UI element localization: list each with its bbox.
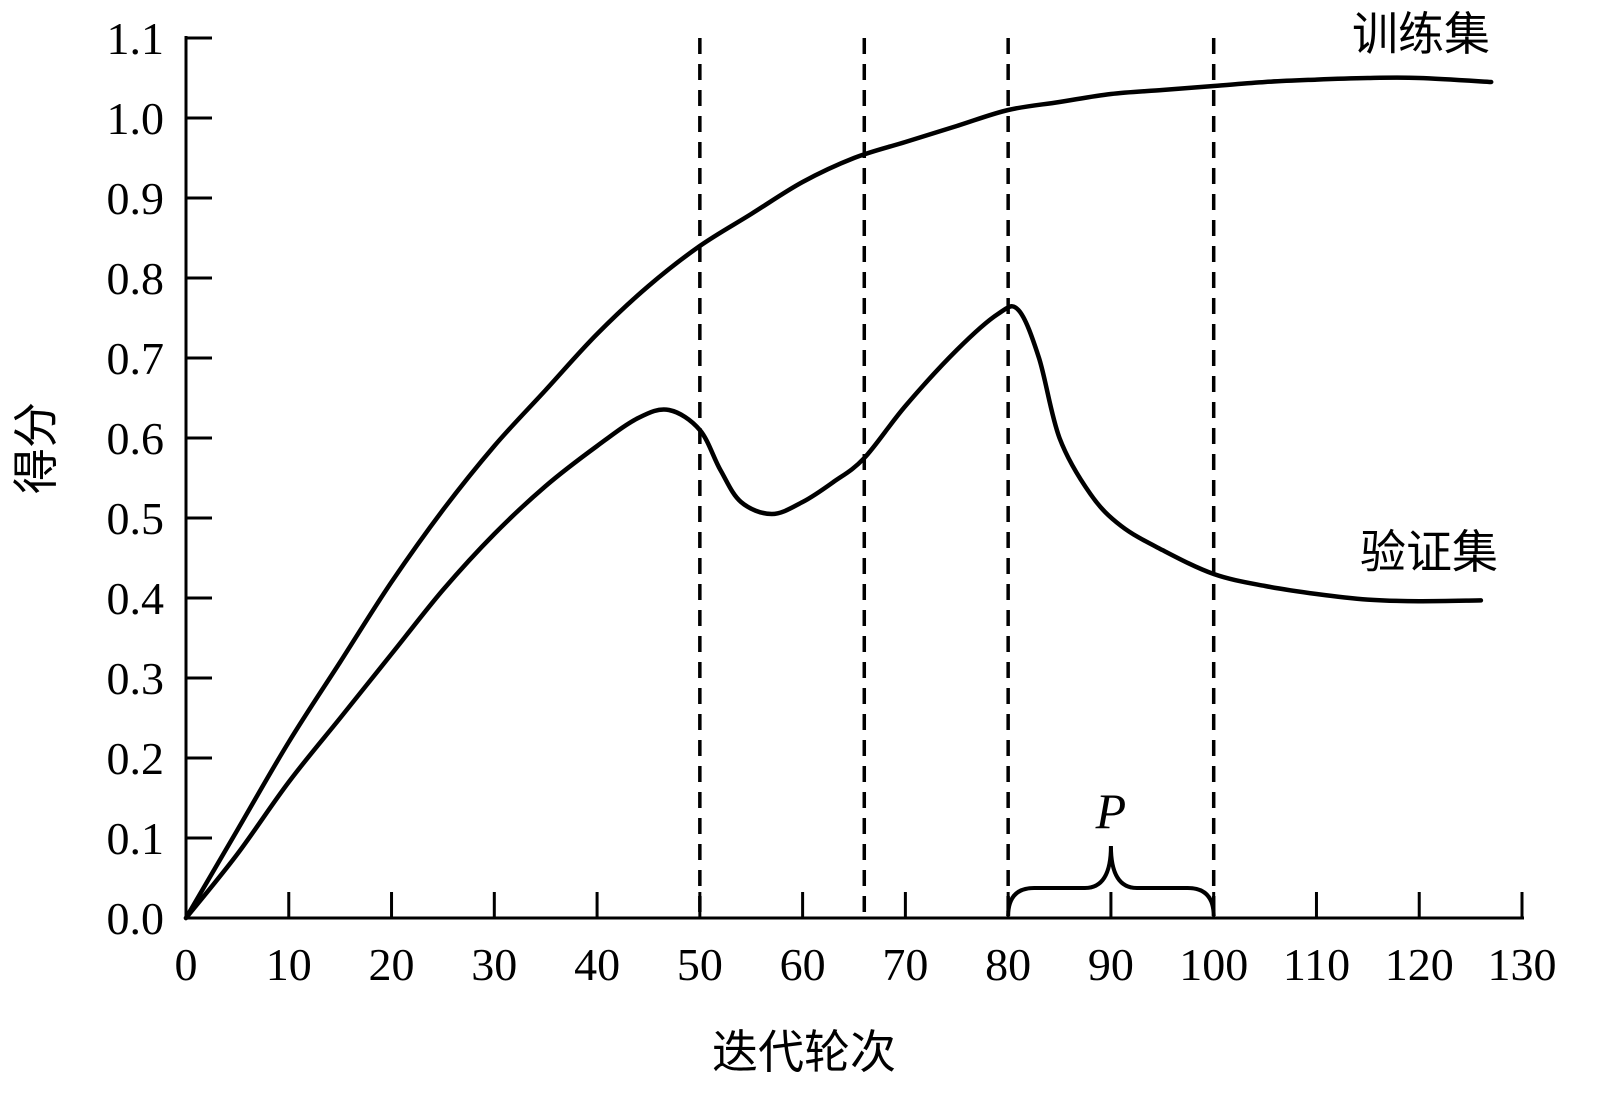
x-tick-label: 20 xyxy=(369,939,415,990)
y-tick-label: 0.9 xyxy=(107,173,165,224)
y-tick-label: 0.5 xyxy=(107,493,165,544)
x-tick-label: 70 xyxy=(882,939,928,990)
x-tick-label: 60 xyxy=(780,939,826,990)
x-tick-label: 30 xyxy=(471,939,517,990)
y-tick-label: 0.3 xyxy=(107,653,165,704)
y-tick-label: 0.8 xyxy=(107,253,165,304)
y-tick-label: 0.2 xyxy=(107,733,165,784)
bracket-label: P xyxy=(1095,783,1127,839)
x-tick-label: 90 xyxy=(1088,939,1134,990)
y-ticks: 0.0 0.1 0.2 0.3 0.4 0.5 0.6 0.7 0.8 0.9 1.0 1.1 xyxy=(107,13,212,944)
x-axis-title: 迭代轮次 xyxy=(712,1025,896,1079)
x-tick-label: 0 xyxy=(175,939,198,990)
y-tick-label: 0.1 xyxy=(107,813,165,864)
x-tick-label: 10 xyxy=(266,939,312,990)
y-tick-label: 0.0 xyxy=(107,893,165,944)
y-tick-label: 0.7 xyxy=(107,333,165,384)
x-tick-label: 50 xyxy=(677,939,723,990)
x-tick-label: 100 xyxy=(1179,939,1248,990)
series-line-train xyxy=(183,75,1494,921)
x-ticks: 0 10 20 30 40 50 60 70 80 90 100 110 120 130 xyxy=(175,892,1557,990)
series-line-validation xyxy=(183,304,1484,921)
plot-area xyxy=(183,38,1494,921)
series-label-train: 训练集 xyxy=(1352,7,1490,61)
bracket-p xyxy=(1006,845,1216,917)
y-tick-label: 1.0 xyxy=(107,93,165,144)
x-tick-label: 120 xyxy=(1385,939,1454,990)
y-tick-label: 0.6 xyxy=(107,413,165,464)
axes: 0 10 20 30 40 50 60 70 80 90 100 110 120 130 0.00.10.… xyxy=(107,13,1557,990)
x-tick-label: 130 xyxy=(1488,939,1557,990)
x-tick-label: 40 xyxy=(574,939,620,990)
x-tick-label: 80 xyxy=(985,939,1031,990)
x-tick-label: 110 xyxy=(1283,939,1350,990)
y-tick-label: 1.1 xyxy=(107,13,165,64)
y-axis-title: 得分 xyxy=(9,402,63,494)
series-label-validation: 验证集 xyxy=(1360,525,1498,579)
y-tick-label: 0.4 xyxy=(107,573,165,624)
